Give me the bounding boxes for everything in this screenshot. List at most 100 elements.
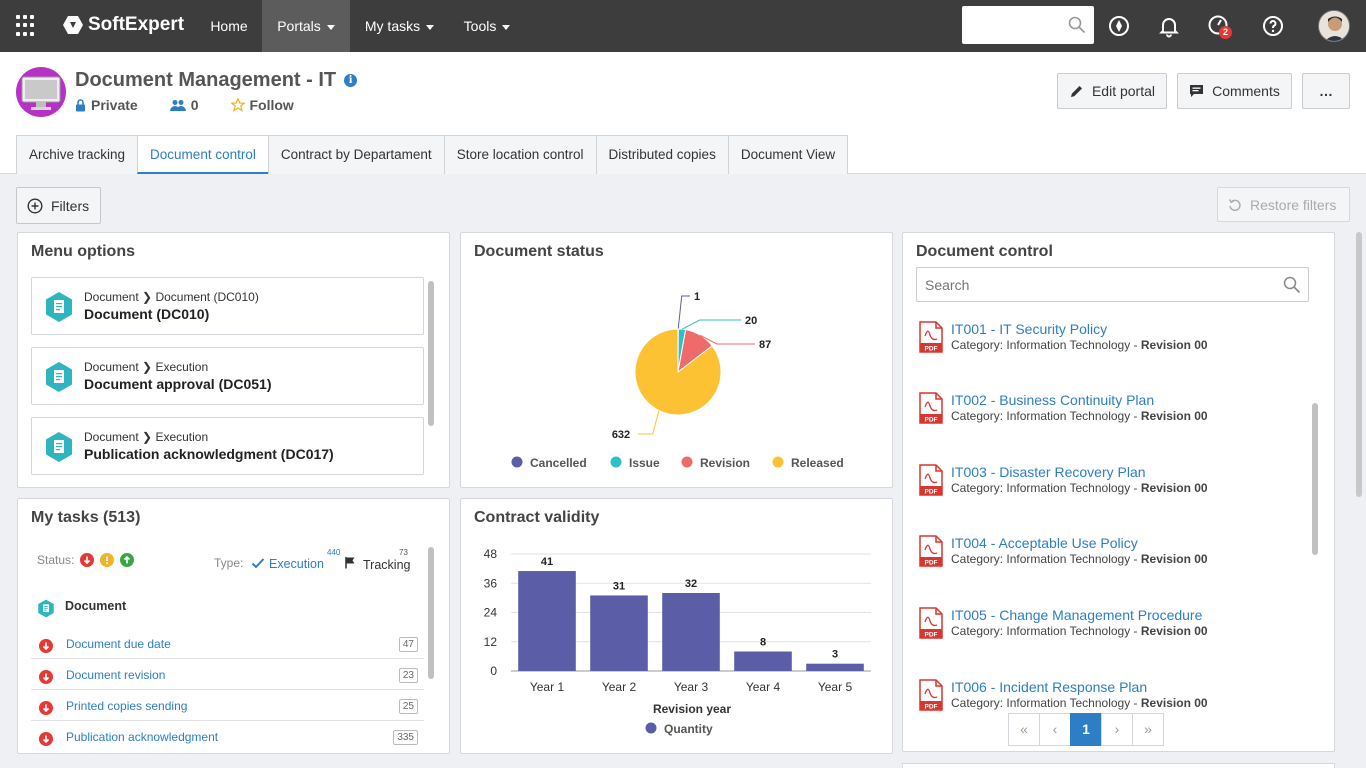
nav-tools-label: Tools (463, 18, 497, 34)
on-time-status-icon[interactable] (120, 553, 135, 567)
portal-avatar (16, 67, 66, 117)
warning-status-icon[interactable] (100, 553, 115, 567)
app-grid-icon[interactable] (16, 15, 38, 37)
legend-label[interactable]: Cancelled (530, 456, 587, 470)
late-status-icon[interactable] (80, 553, 95, 567)
y-tick-label: 12 (484, 635, 498, 649)
document-title[interactable]: IT005 - Change Management Procedure (951, 607, 1203, 623)
document-list-item[interactable]: PDF IT003 - Disaster Recovery Plan Categor… (919, 464, 1299, 504)
document-category: Category: Information Technology - Revis… (951, 552, 1208, 566)
document-list-item[interactable]: PDF IT005 - Change Management Procedure Ca… (919, 607, 1299, 647)
tab-document-control[interactable]: Document control (137, 135, 269, 174)
members-count[interactable]: 0 (169, 97, 199, 113)
tab-document-view[interactable]: Document View (727, 135, 849, 174)
contract-validity-title: Contract validity (474, 509, 600, 526)
nav-my-tasks[interactable]: My tasks (352, 0, 447, 52)
task-name: Document due date (66, 637, 171, 651)
bar-year-1[interactable] (518, 571, 576, 671)
document-search-input[interactable] (925, 269, 1265, 300)
task-row[interactable]: Document revision 23 (31, 659, 424, 690)
follow-button[interactable]: Follow (230, 97, 294, 113)
path-root: Document (84, 430, 139, 444)
menu-option-name: Document approval (DC051) (84, 376, 272, 392)
workflow-notifications[interactable]: 2 (1207, 14, 1232, 39)
y-tick-label: 24 (484, 606, 498, 620)
legend-label[interactable]: Revision (700, 456, 750, 470)
my-tasks-scrollbar[interactable] (428, 547, 434, 679)
document-status-panel: Document status 1 20 87 632 Cancelled Issue Re… (460, 232, 893, 488)
tab-archive-tracking[interactable]: Archive tracking (16, 135, 139, 174)
document-list-item[interactable]: PDF IT006 - Incident Response Plan Categor… (919, 679, 1299, 719)
svg-text:PDF: PDF (925, 488, 938, 495)
pie-slice-released[interactable] (634, 328, 722, 416)
pie-data-label: 632 (612, 429, 630, 441)
pagination: « ‹ 1 › » (1008, 713, 1164, 746)
document-list-scrollbar[interactable] (1312, 403, 1318, 555)
document-title[interactable]: IT003 - Disaster Recovery Plan (951, 464, 1146, 480)
nav-tools[interactable]: Tools (452, 0, 522, 52)
tab-store-location-control[interactable]: Store location control (443, 135, 597, 174)
portal-header: Document Management - IT i Private 0 Fol… (0, 52, 1366, 174)
document-list-item[interactable]: PDF IT004 - Acceptable Use Policy Category… (919, 535, 1299, 575)
pdf-file-icon: PDF (919, 535, 943, 567)
legend-label[interactable]: Issue (629, 456, 660, 470)
tracking-count: 73 (399, 548, 408, 557)
document-title[interactable]: IT004 - Acceptable Use Policy (951, 535, 1138, 551)
follow-label: Follow (249, 97, 294, 113)
legend-label[interactable]: Released (791, 456, 844, 470)
document-list-item[interactable]: PDF IT001 - IT Security Policy Category: I… (919, 321, 1299, 361)
task-count: 23 (398, 668, 418, 683)
menu-option-item[interactable]: Document ❯ Execution Document approval (… (31, 347, 424, 405)
legend-label[interactable]: Quantity (664, 722, 713, 736)
bar-year-4[interactable] (734, 651, 792, 672)
task-row[interactable]: Document due date 47 (31, 628, 424, 659)
more-options-button[interactable]: … (1302, 73, 1350, 109)
document-list-item[interactable]: PDF IT002 - Business Continuity Plan Categ… (919, 392, 1299, 432)
task-row[interactable]: Printed copies sending 25 (31, 690, 424, 721)
bar-year-3[interactable] (662, 593, 720, 671)
restore-filters-button[interactable]: Restore filters (1217, 187, 1350, 222)
comments-button[interactable]: Comments (1177, 73, 1292, 109)
x-tick-label: Year 4 (746, 680, 781, 694)
menu-option-item[interactable]: Document ❯ Document (DC010) Document (DC… (31, 277, 424, 335)
compass-icon[interactable] (1107, 14, 1131, 38)
bell-icon[interactable] (1157, 14, 1181, 38)
menu-options-scrollbar[interactable] (428, 281, 434, 426)
nav-home[interactable]: Home (196, 0, 262, 52)
tab-contract-by-departament[interactable]: Contract by Departament (267, 135, 445, 174)
search-icon[interactable] (1283, 276, 1301, 294)
status-filter: Status: (37, 553, 135, 567)
path-root: Document (84, 290, 139, 304)
logo-mark-icon (63, 16, 83, 34)
user-avatar[interactable] (1318, 10, 1350, 42)
filters-button[interactable]: Filters (16, 187, 101, 224)
softexpert-logo[interactable]: SoftExpert (62, 14, 184, 36)
info-icon[interactable]: i (344, 74, 358, 87)
late-arrow-icon (39, 670, 53, 684)
bar-year-5[interactable] (806, 663, 864, 671)
page-1-button[interactable]: 1 (1070, 713, 1102, 746)
page-scrollbar[interactable] (1356, 232, 1362, 497)
task-row[interactable]: Publication acknowledgment 335 (31, 721, 424, 752)
previous-page-button[interactable]: ‹ (1039, 713, 1071, 746)
last-page-button[interactable]: » (1132, 713, 1164, 746)
document-title[interactable]: IT002 - Business Continuity Plan (951, 392, 1155, 408)
nav-portals[interactable]: Portals (262, 0, 350, 52)
first-page-button[interactable]: « (1008, 713, 1040, 746)
document-title[interactable]: IT001 - IT Security Policy (951, 321, 1108, 337)
category-text: Category: Information Technology - (951, 409, 1141, 423)
document-title[interactable]: IT006 - Incident Response Plan (951, 679, 1148, 695)
nav-my-tasks-label: My tasks (364, 18, 421, 34)
bar-year-2[interactable] (590, 595, 648, 671)
menu-options-title: Menu options (31, 243, 135, 260)
menu-option-item[interactable]: Document ❯ Execution Publication acknowl… (31, 417, 424, 475)
global-search-input[interactable] (962, 6, 1094, 44)
contract-validity-panel: Contract validity 48 36 24 12 0 41 Year 1 31 Yea… (460, 498, 893, 754)
tab-distributed-copies[interactable]: Distributed copies (595, 135, 729, 174)
next-page-button[interactable]: › (1101, 713, 1133, 746)
revision-text: Revision 00 (1140, 338, 1208, 352)
edit-portal-button[interactable]: Edit portal (1057, 73, 1167, 109)
help-icon[interactable] (1261, 14, 1285, 38)
category-text: Category: Information Technology - (951, 552, 1141, 566)
pencil-icon (1070, 85, 1082, 97)
